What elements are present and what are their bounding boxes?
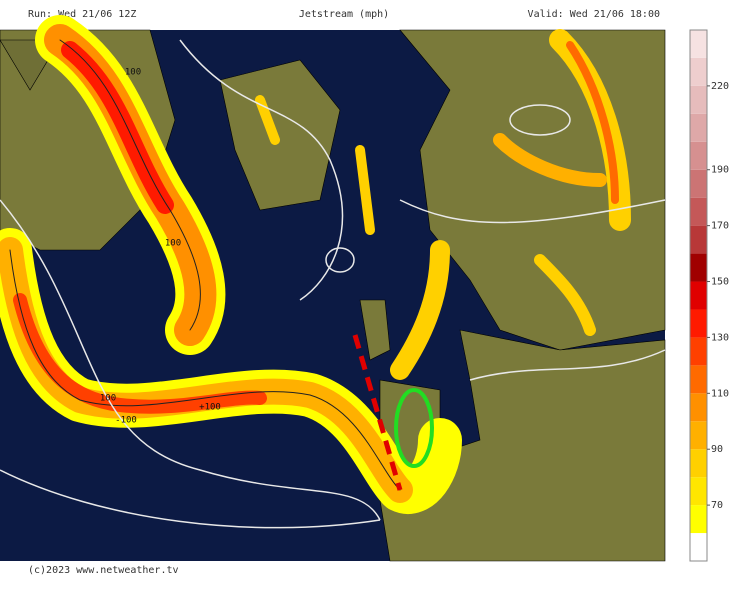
legend-band	[690, 533, 707, 561]
contour-label: -100	[115, 416, 137, 426]
legend-frame	[689, 29, 708, 562]
legend-band	[690, 225, 707, 254]
legend-band	[690, 253, 707, 282]
legend-band	[690, 169, 707, 198]
contour-label: +100	[199, 403, 221, 413]
legend-tick-label: 110	[711, 388, 729, 399]
legend-band	[690, 421, 707, 450]
title: Jetstream (mph)	[299, 9, 389, 20]
legend-band	[690, 449, 707, 478]
legend-band	[690, 477, 707, 506]
legend-band	[690, 57, 707, 86]
legend-band	[690, 337, 707, 366]
legend-band	[690, 30, 707, 58]
legend-band	[690, 365, 707, 394]
contour-label: 100	[100, 394, 116, 404]
legend-tick-label: 220	[711, 81, 729, 92]
legend-tick-label: 150	[711, 277, 729, 288]
legend-band	[690, 141, 707, 170]
legend-band	[690, 309, 707, 338]
run-label: Run: Wed 21/06 12Z	[28, 9, 136, 20]
legend-tick-label: 130	[711, 332, 729, 343]
legend-band	[690, 197, 707, 226]
contour-label: 100	[165, 239, 181, 249]
legend-tick-label: 190	[711, 165, 729, 176]
legend-band	[690, 281, 707, 310]
valid-label: Valid: Wed 21/06 18:00	[528, 9, 660, 20]
map	[0, 15, 666, 562]
legend-tick-label: 90	[711, 444, 723, 455]
legend-tick-label: 170	[711, 221, 729, 232]
legend-tick-label: 70	[711, 500, 723, 511]
legend-band	[690, 113, 707, 142]
legend-band	[690, 505, 707, 534]
footer: (c)2023 www.netweather.tv	[28, 565, 179, 576]
legend-band	[690, 85, 707, 114]
contour-label: 100	[125, 68, 141, 78]
legend-band	[690, 393, 707, 422]
